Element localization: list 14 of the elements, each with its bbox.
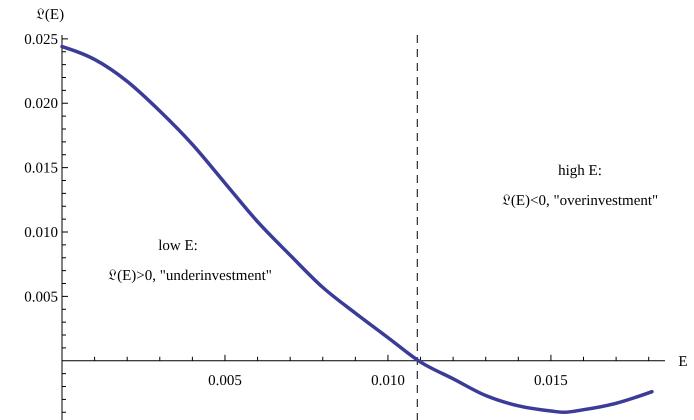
x-tick-label: 0.015: [534, 372, 568, 389]
annotation: 𝔏(E)<0, "overinvestment": [502, 193, 658, 209]
x-axis-title: E: [678, 354, 688, 370]
annotation: 𝔏(E)>0, "underinvestment": [108, 268, 272, 284]
annotation: high E:: [558, 163, 602, 179]
x-tick-label: 0.010: [371, 372, 405, 389]
y-tick-label: 0.005: [24, 289, 58, 306]
y-tick-label: 0.025: [24, 32, 58, 48]
annotation: low E:: [158, 238, 198, 254]
x-tick-label: 0.005: [208, 372, 242, 389]
y-axis-title: 𝔏(E): [36, 7, 64, 23]
y-tick-label: 0.015: [24, 160, 58, 177]
y-tick-label: 0.020: [24, 96, 58, 112]
y-tick-label: 0.010: [24, 225, 58, 242]
